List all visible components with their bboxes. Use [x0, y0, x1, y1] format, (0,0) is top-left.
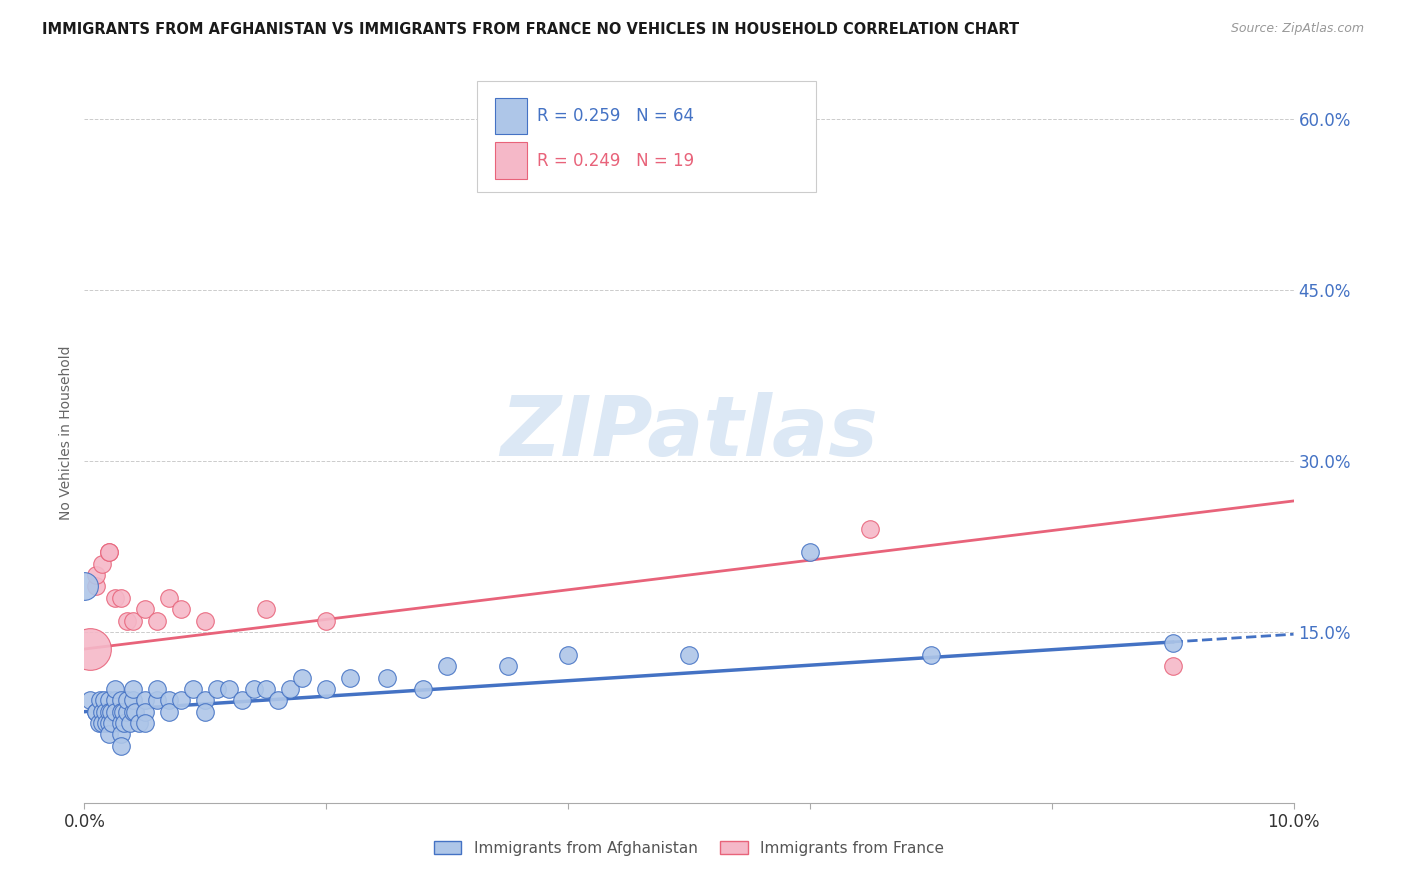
Point	[104, 591, 127, 605]
Point	[79, 693, 101, 707]
Point	[1161, 636, 1184, 650]
Point	[157, 693, 180, 707]
Point	[254, 681, 277, 696]
Point	[110, 716, 132, 731]
Point	[86, 705, 108, 719]
Point	[170, 693, 193, 707]
Point	[91, 557, 114, 571]
Point	[194, 614, 217, 628]
Point	[339, 671, 361, 685]
Point	[678, 648, 700, 662]
Point	[124, 705, 146, 719]
Point	[121, 705, 143, 719]
Text: Source: ZipAtlas.com: Source: ZipAtlas.com	[1230, 22, 1364, 36]
Point	[86, 705, 108, 719]
Point	[134, 693, 156, 707]
Point	[79, 642, 101, 657]
Point	[121, 693, 143, 707]
Point	[91, 705, 114, 719]
Point	[104, 681, 127, 696]
Point	[121, 681, 143, 696]
Point	[496, 659, 519, 673]
Point	[267, 693, 290, 707]
Point	[146, 614, 169, 628]
Point	[73, 579, 96, 593]
Point	[97, 693, 120, 707]
Point	[94, 705, 117, 719]
FancyBboxPatch shape	[495, 143, 527, 178]
Point	[194, 705, 217, 719]
Text: IMMIGRANTS FROM AFGHANISTAN VS IMMIGRANTS FROM FRANCE NO VEHICLES IN HOUSEHOLD C: IMMIGRANTS FROM AFGHANISTAN VS IMMIGRANT…	[42, 22, 1019, 37]
Point	[278, 681, 301, 696]
Point	[207, 681, 229, 696]
Point	[86, 568, 108, 582]
Point	[94, 716, 117, 731]
Point	[110, 693, 132, 707]
Point	[799, 545, 821, 559]
Point	[97, 716, 120, 731]
Point	[146, 693, 169, 707]
Point	[97, 705, 120, 719]
Point	[110, 705, 132, 719]
Point	[315, 614, 337, 628]
Point	[97, 727, 120, 741]
Point	[87, 716, 110, 731]
Point	[412, 681, 434, 696]
Point	[115, 614, 138, 628]
Point	[101, 716, 124, 731]
Point	[859, 523, 882, 537]
Y-axis label: No Vehicles in Household: No Vehicles in Household	[59, 345, 73, 520]
Point	[86, 579, 108, 593]
Point	[104, 693, 127, 707]
Point	[104, 705, 127, 719]
Point	[110, 739, 132, 753]
Point	[110, 727, 132, 741]
Point	[112, 705, 135, 719]
Point	[315, 681, 337, 696]
Point	[157, 705, 180, 719]
Point	[115, 705, 138, 719]
Point	[115, 693, 138, 707]
Point	[97, 545, 120, 559]
Point	[194, 693, 217, 707]
Point	[181, 681, 204, 696]
Point	[134, 716, 156, 731]
Point	[91, 716, 114, 731]
Point	[157, 591, 180, 605]
Point	[291, 671, 314, 685]
Point	[218, 681, 240, 696]
Point	[146, 681, 169, 696]
Text: R = 0.259   N = 64: R = 0.259 N = 64	[537, 107, 693, 125]
Text: ZIPatlas: ZIPatlas	[501, 392, 877, 473]
Point	[120, 716, 142, 731]
Point	[128, 716, 150, 731]
Point	[436, 659, 458, 673]
Point	[1161, 659, 1184, 673]
Point	[134, 705, 156, 719]
Text: R = 0.249   N = 19: R = 0.249 N = 19	[537, 152, 693, 169]
Point	[97, 545, 120, 559]
Point	[112, 716, 135, 731]
Point	[920, 648, 942, 662]
Point	[242, 681, 264, 696]
FancyBboxPatch shape	[478, 81, 815, 192]
Point	[110, 591, 132, 605]
Point	[254, 602, 277, 616]
Point	[231, 693, 253, 707]
Point	[121, 614, 143, 628]
Point	[170, 602, 193, 616]
Point	[93, 693, 115, 707]
Point	[100, 705, 122, 719]
Point	[134, 602, 156, 616]
Point	[89, 693, 111, 707]
Point	[557, 648, 579, 662]
Legend: Immigrants from Afghanistan, Immigrants from France: Immigrants from Afghanistan, Immigrants …	[427, 835, 950, 862]
FancyBboxPatch shape	[495, 98, 527, 135]
Point	[375, 671, 398, 685]
